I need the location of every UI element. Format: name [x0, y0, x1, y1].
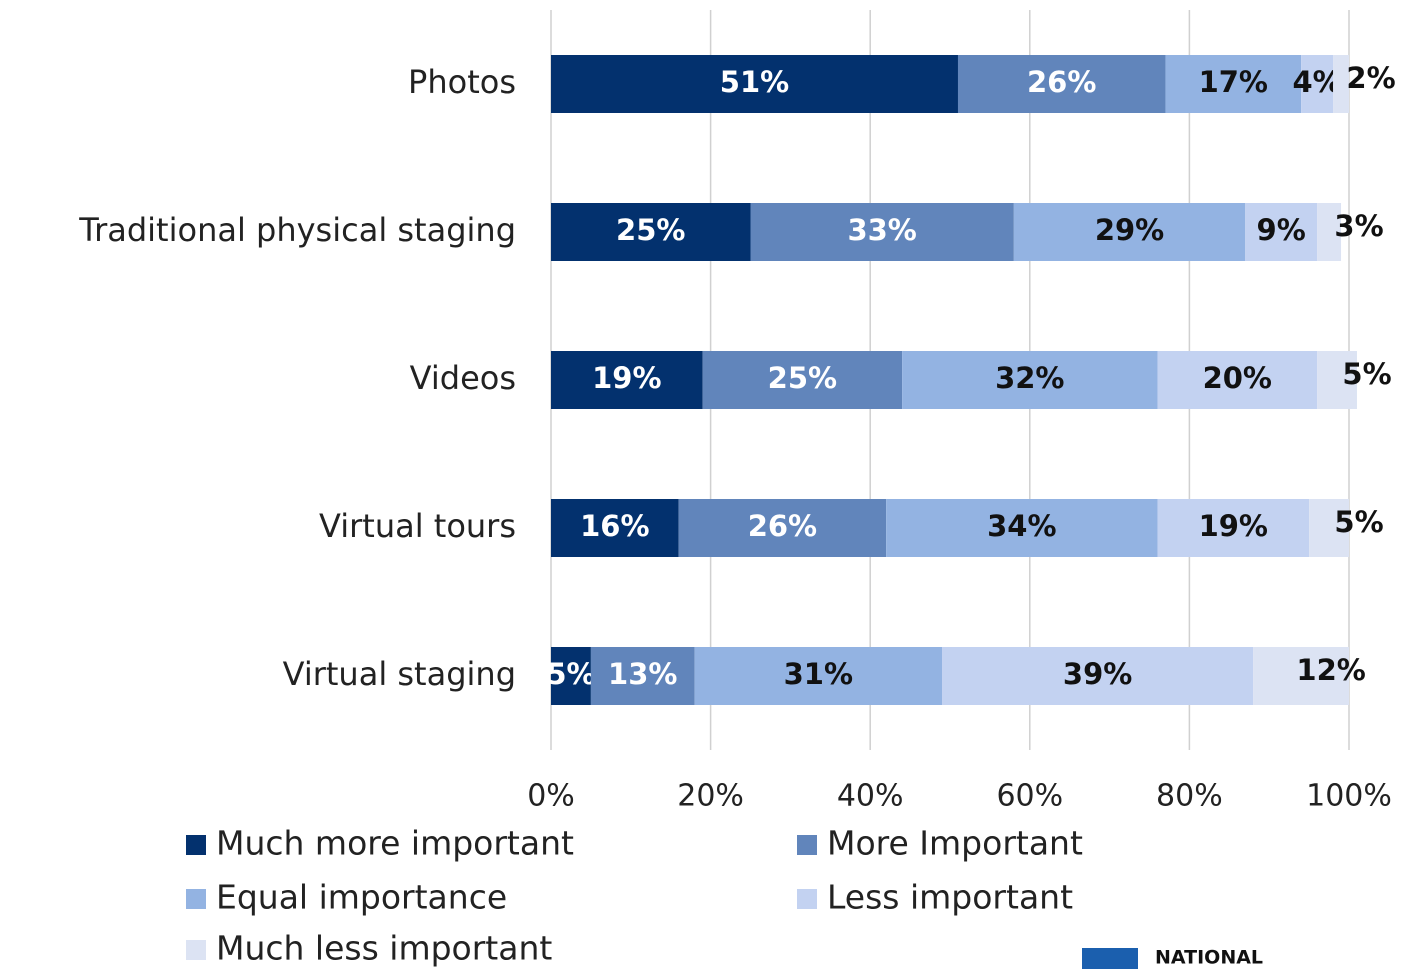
bar-segment: [1013, 203, 1246, 261]
bar-segment: [1165, 55, 1302, 113]
x-tick-label: 80%: [1156, 779, 1223, 814]
value-label: 39%: [1063, 657, 1132, 691]
legend-swatch: [797, 835, 817, 855]
value-label: 19%: [1199, 509, 1268, 543]
logo-text: NATIONAL: [1155, 947, 1263, 969]
value-label: 32%: [995, 361, 1064, 395]
bar-segment: [551, 647, 591, 705]
x-tick-label: 60%: [996, 779, 1063, 814]
legend-label: Equal importance: [216, 878, 507, 917]
value-label: 19%: [592, 361, 661, 395]
value-label: 25%: [616, 213, 685, 247]
bar-segment: [1317, 351, 1357, 409]
value-label: 2%: [1346, 61, 1395, 95]
value-label: 25%: [768, 361, 837, 395]
legend-swatch: [186, 889, 206, 909]
value-label: 29%: [1095, 213, 1164, 247]
value-label: 31%: [784, 657, 853, 691]
bar-segment: [1333, 55, 1349, 113]
legend-label: Less important: [827, 878, 1073, 917]
value-label: 34%: [987, 509, 1056, 543]
bar-segment: [750, 203, 1014, 261]
legend-swatch: [797, 889, 817, 909]
category-label: Videos: [410, 359, 516, 397]
bar-segment: [1309, 499, 1349, 557]
x-tick-label: 100%: [1306, 779, 1392, 814]
value-label: 20%: [1203, 361, 1272, 395]
x-tick-label: 20%: [677, 779, 744, 814]
legend-label: Much more important: [216, 824, 574, 863]
bar-segment: [942, 647, 1254, 705]
legend-swatch: [186, 940, 206, 960]
value-label: 17%: [1199, 65, 1268, 99]
value-label: 26%: [1027, 65, 1096, 99]
x-tick-label: 0%: [527, 779, 575, 814]
bar-segment: [1157, 499, 1310, 557]
category-label: Virtual tours: [319, 507, 516, 545]
value-label: 5%: [1334, 505, 1383, 539]
legend-swatch: [186, 835, 206, 855]
bar-segment: [1157, 351, 1318, 409]
legend-label: More Important: [827, 824, 1083, 863]
bar-segment: [957, 55, 1166, 113]
category-label: Photos: [408, 63, 516, 101]
category-label: Traditional physical staging: [78, 211, 516, 249]
bar-segment: [886, 499, 1158, 557]
value-label: 26%: [748, 509, 817, 543]
category-label: Virtual staging: [283, 655, 516, 693]
value-label: 12%: [1296, 653, 1365, 687]
value-label: 16%: [580, 509, 649, 543]
value-label: 33%: [847, 213, 916, 247]
bar-segment: [551, 499, 679, 557]
value-label: 3%: [1334, 209, 1383, 243]
bar-segment: [702, 351, 903, 409]
logo-mark: [1082, 948, 1138, 973]
bar-segment: [694, 647, 943, 705]
legend-label: Much less important: [216, 929, 552, 968]
value-label: 9%: [1257, 213, 1306, 247]
bar-segment: [1317, 203, 1342, 261]
value-label: 5%: [546, 657, 595, 691]
x-tick-label: 40%: [837, 779, 904, 814]
bar-segment: [1301, 55, 1334, 113]
bar-segment: [902, 351, 1158, 409]
bar-segment: [1245, 203, 1318, 261]
value-label: 5%: [1342, 357, 1391, 391]
bar-segment: [678, 499, 887, 557]
bar-segment: [551, 55, 958, 113]
bar-segment: [1253, 647, 1349, 705]
value-label: 51%: [720, 65, 789, 99]
bar-segment: [551, 351, 703, 409]
bar-segment: [590, 647, 695, 705]
value-label: 13%: [608, 657, 677, 691]
bar-segment: [551, 203, 751, 261]
